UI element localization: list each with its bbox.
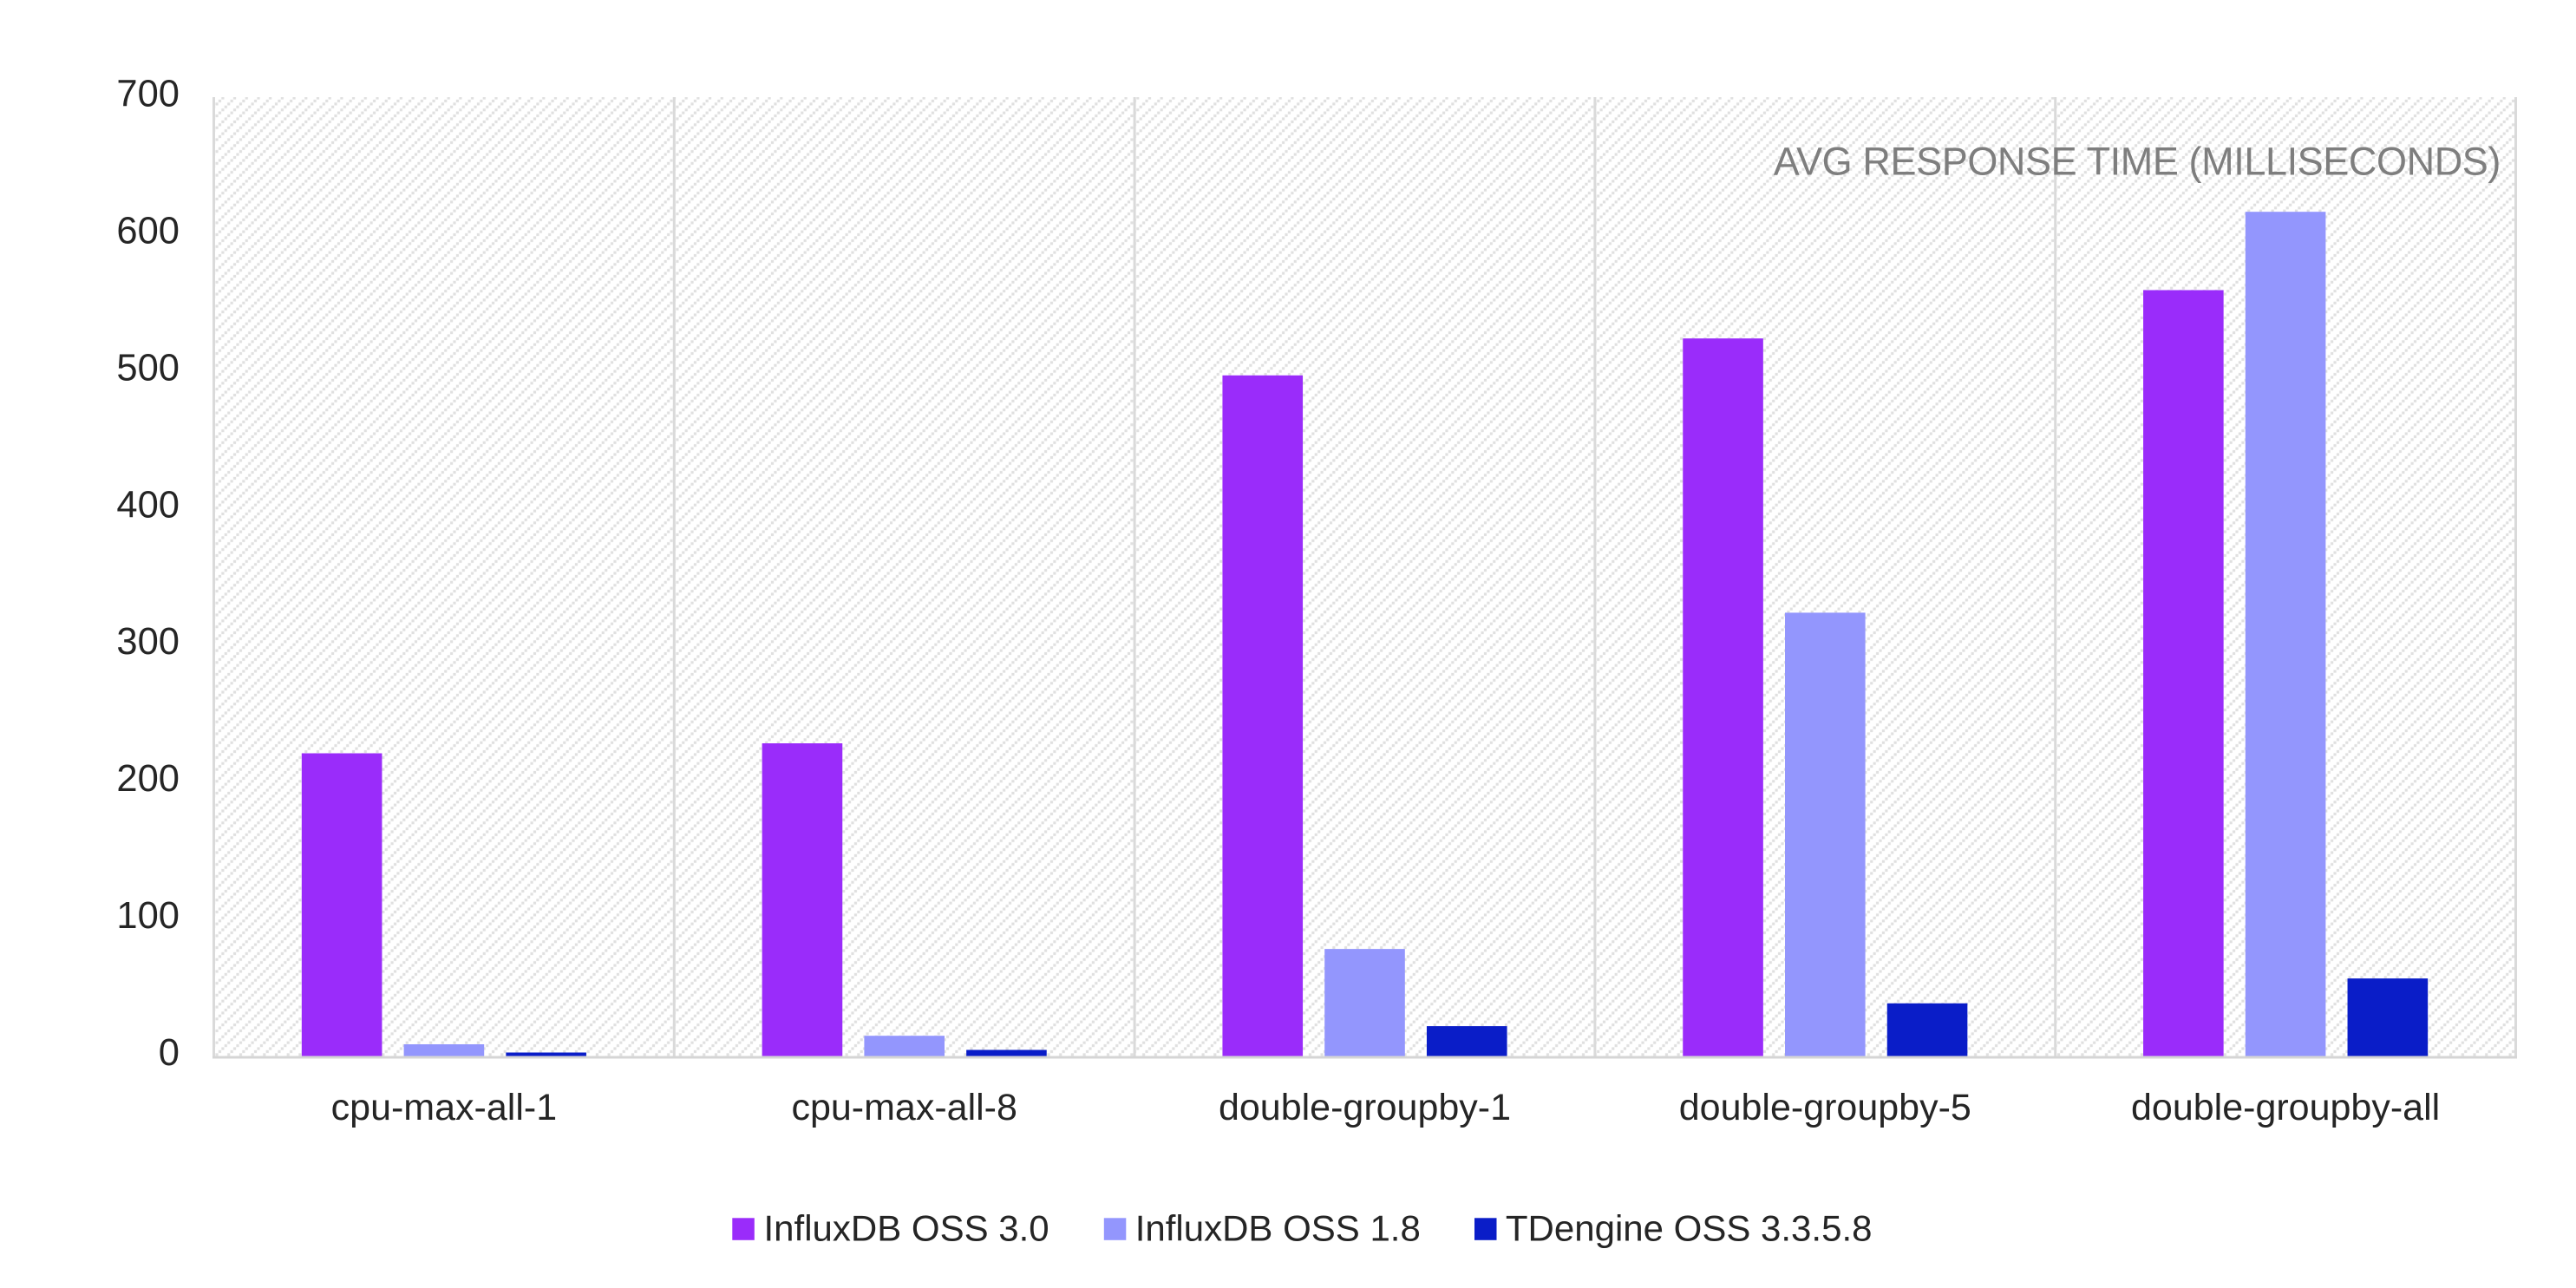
svg-text:200: 200: [116, 758, 180, 800]
svg-text:700: 700: [116, 74, 180, 115]
svg-text:300: 300: [116, 621, 180, 663]
svg-text:cpu-max-all-8: cpu-max-all-8: [791, 1087, 1017, 1128]
svg-text:0: 0: [159, 1032, 180, 1074]
svg-text:cpu-max-all-1: cpu-max-all-1: [331, 1087, 557, 1128]
svg-text:InfluxDB OSS 1.8: InfluxDB OSS 1.8: [1135, 1207, 1421, 1248]
svg-text:InfluxDB OSS 3.0: InfluxDB OSS 3.0: [764, 1207, 1049, 1248]
svg-text:100: 100: [116, 895, 180, 937]
svg-text:double-groupby-all: double-groupby-all: [2131, 1087, 2440, 1128]
svg-text:600: 600: [116, 210, 180, 252]
svg-text:double-groupby-5: double-groupby-5: [1679, 1087, 1971, 1128]
svg-text:500: 500: [116, 347, 180, 389]
svg-text:TDengine OSS 3.3.5.8: TDengine OSS 3.3.5.8: [1506, 1207, 1873, 1248]
svg-text:AVG RESPONSE TIME (MILLISECOND: AVG RESPONSE TIME (MILLISECONDS): [1774, 140, 2501, 184]
svg-text:double-groupby-1: double-groupby-1: [1219, 1087, 1511, 1128]
svg-text:400: 400: [116, 484, 180, 526]
